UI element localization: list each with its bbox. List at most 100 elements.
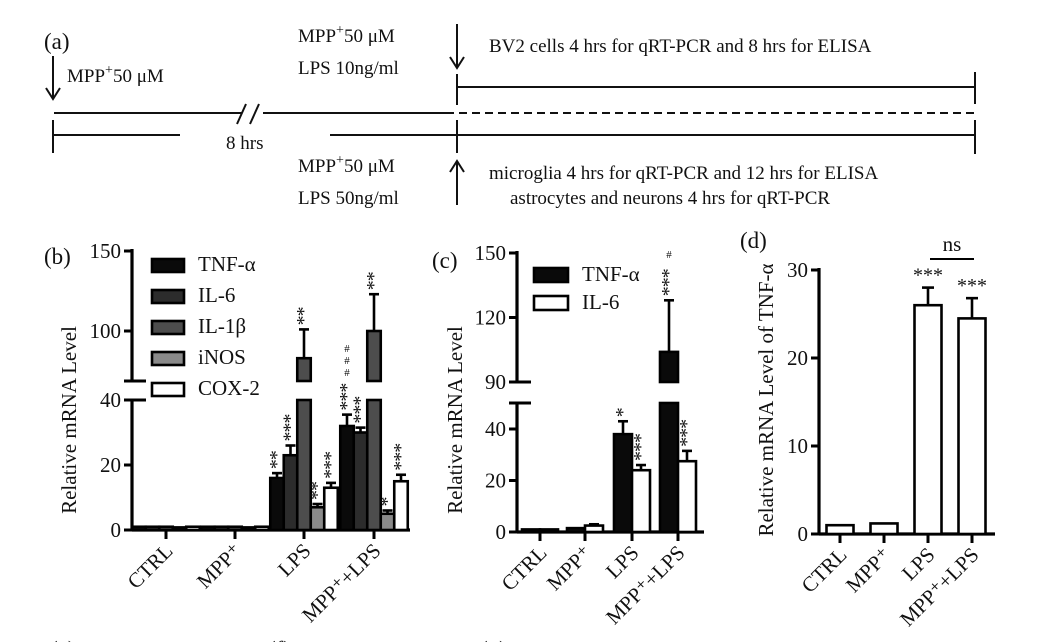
chart-b: (b) Relative mRNA Level 100 150 0 20 40 CTRL MPP… — [44, 239, 412, 627]
y-tick-label: 30 — [787, 258, 808, 282]
legend-label: TNF-α — [198, 252, 256, 276]
y-tick-label: 20 — [100, 453, 121, 477]
panel-label: (b) — [44, 244, 71, 269]
bar — [240, 526, 257, 532]
bar — [913, 303, 943, 536]
axis-break-mark — [249, 103, 260, 125]
bracket-label: ns — [943, 232, 962, 256]
bar — [157, 525, 175, 532]
legend-swatch — [532, 294, 570, 312]
significance-marker: ** — [363, 271, 385, 290]
bar — [392, 479, 410, 532]
cutoff-panel-labels: (e) (f) (g) — [50, 637, 507, 642]
bar — [322, 486, 340, 532]
y-axis-label: Relative mRNA Level — [443, 326, 467, 514]
y-tick-label: 10 — [787, 434, 808, 458]
y-axis-label: Relative mRNA Level — [57, 326, 81, 514]
bar — [130, 525, 148, 532]
y-tick-label: 20 — [787, 346, 808, 370]
y-tick-label: 20 — [485, 469, 506, 493]
x-tick-label: CTRL — [797, 543, 852, 598]
arrow-up-icon — [449, 159, 465, 205]
bar — [630, 468, 652, 534]
significance-marker: *** — [913, 265, 943, 287]
legend-label: IL-1β — [198, 314, 246, 338]
panel-label-cutoff: (f) — [268, 637, 291, 642]
bar — [184, 525, 202, 532]
bar — [338, 424, 356, 532]
start-treatment: MPP+50 μM — [67, 63, 164, 87]
panel-label-a: (a) — [44, 29, 70, 54]
y-tick-label: 40 — [485, 417, 506, 441]
significance-marker: * — [612, 407, 634, 417]
top-description: BV2 cells 4 hrs for qRT-PCR and 8 hrs fo… — [489, 36, 872, 57]
legend-label: iNOS — [198, 345, 246, 369]
significance-marker: *** — [390, 443, 412, 471]
hash-marker: # — [344, 367, 350, 379]
gap-label: 8 hrs — [226, 133, 263, 154]
bar — [658, 350, 680, 384]
y-tick-label: 0 — [496, 520, 507, 544]
y-axis-label: Relative mRNA Level of TNF-α — [754, 263, 778, 536]
chart-d: (d) Relative mRNA Level of TNF-α 0 10 20 30 CT… — [740, 228, 995, 631]
bar — [144, 525, 161, 532]
bar — [171, 526, 188, 532]
bottom-description-line1: microglia 4 hrs for qRT-PCR and 12 hrs f… — [489, 163, 878, 184]
legend-swatch — [150, 381, 186, 398]
bottom-treatment-line2: LPS 50ng/ml — [298, 188, 399, 209]
legend-label: TNF-α — [582, 262, 640, 286]
hash-marker: # — [666, 249, 672, 261]
panel-label: (d) — [740, 228, 767, 253]
y-tick-label: 0 — [798, 522, 809, 546]
bar — [365, 398, 383, 532]
y-tick-label: 40 — [100, 388, 121, 412]
panel-label-cutoff: (e) — [50, 637, 76, 642]
significance-marker: ** — [293, 306, 315, 325]
significance-marker: *** — [658, 268, 680, 296]
bar — [583, 524, 605, 534]
top-treatment-line2: LPS 10ng/ml — [298, 58, 399, 79]
bar — [309, 505, 326, 532]
bar — [226, 525, 244, 532]
significance-marker: * — [377, 497, 399, 507]
bar — [295, 356, 313, 383]
top-treatment-line1: MPP+50 μM — [298, 23, 395, 47]
bar — [295, 398, 313, 532]
hash-marker: # — [344, 355, 350, 367]
bar — [199, 525, 217, 532]
y-tick-label: 90 — [485, 370, 506, 394]
bar — [565, 526, 587, 534]
significance-marker: *** — [676, 419, 698, 447]
panel-label: (c) — [432, 248, 458, 273]
timeline-panel: (a) MPP+50 μM 8 hrs MPP+50 μM LPS 10ng/m… — [44, 23, 976, 209]
legend-swatch — [532, 266, 570, 284]
bar — [676, 459, 698, 534]
panel-label-cutoff: (g) — [480, 637, 507, 642]
y-tick-label: 150 — [90, 239, 122, 263]
bar — [520, 528, 542, 534]
legend-swatch — [150, 288, 186, 305]
bar — [282, 453, 299, 532]
y-tick-label: 150 — [475, 241, 507, 265]
y-tick-label: 100 — [90, 319, 122, 343]
bottom-treatment-line1: MPP+50 μM — [298, 153, 395, 177]
significance-marker: *** — [630, 433, 652, 461]
legend-label: COX-2 — [198, 376, 260, 400]
legend-label: IL-6 — [198, 283, 235, 307]
x-tick-label: LPS — [273, 539, 316, 582]
bottom-description-line2: astrocytes and neurons 4 hrs for qRT-PCR — [510, 188, 830, 209]
x-tick-label: CTRL — [123, 539, 178, 594]
bar — [379, 512, 396, 532]
legend-swatch — [150, 319, 186, 336]
chart-c: (c) Relative mRNA Level 90 120 150 0 20 40 CTRLM… — [432, 241, 704, 629]
bar — [538, 528, 560, 534]
y-tick-label: 120 — [475, 306, 507, 330]
x-tick-label: MPP⁺ — [192, 539, 247, 594]
bar — [268, 476, 286, 532]
bar — [825, 523, 855, 536]
axis-break-mark — [236, 103, 247, 125]
arrow-down-icon — [449, 24, 465, 70]
bar — [253, 525, 271, 532]
significance-marker: *** — [320, 451, 342, 479]
